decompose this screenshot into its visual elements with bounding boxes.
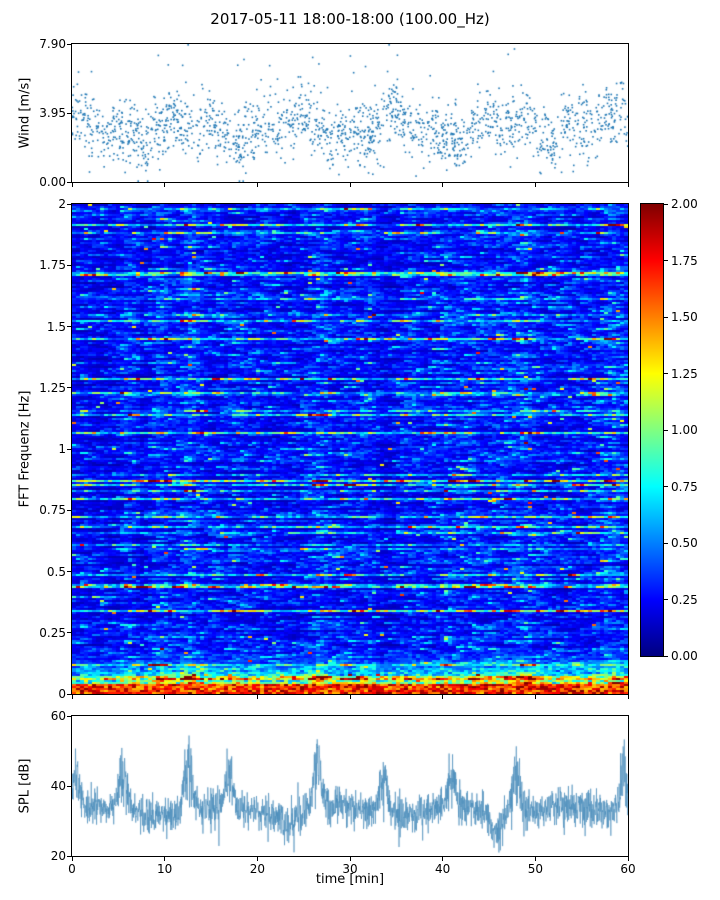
tick-mark [256, 695, 258, 699]
tick-mark [67, 326, 71, 327]
tick-mark [67, 181, 71, 183]
y-tick-label: 1.75 [39, 258, 66, 273]
colorbar-tick-label: 2.00 [671, 197, 698, 211]
x-tick-label: 10 [157, 862, 173, 876]
tick-mark [534, 857, 536, 861]
y-tick-label: 7.90 [39, 37, 66, 51]
colorbar-tick-label: 0.25 [671, 592, 698, 607]
colorbar-tick-label: 1.75 [671, 253, 698, 268]
wind-scatter-plot [71, 43, 629, 183]
y-tick-label: 0.75 [39, 503, 66, 518]
tick-mark [442, 857, 444, 861]
tick-mark [664, 655, 668, 657]
y-tick-label: 0 [58, 687, 66, 701]
figure-title: 2017-05-11 18:00-18:00 (100.00_Hz) [210, 10, 490, 28]
fft-spectrogram-heatmap [71, 203, 629, 695]
tick-mark [349, 857, 351, 861]
colorbar-tick-label: 1.50 [671, 310, 698, 324]
y-tick-label: 0.00 [39, 175, 66, 189]
tick-mark [67, 693, 71, 695]
y-tick-label: 0.5 [46, 564, 66, 579]
colorbar-tick-label: 1.25 [671, 366, 698, 381]
y-tick-label: 40 [50, 779, 66, 793]
tick-mark [349, 183, 351, 187]
tick-mark [67, 509, 71, 511]
tick-mark [256, 857, 258, 861]
y-tick-label: 1.5 [46, 319, 66, 334]
colorbar-tick-label: 1.00 [671, 423, 698, 437]
tick-mark [627, 695, 629, 699]
tick-mark [164, 183, 166, 187]
tick-mark [71, 695, 73, 699]
tick-mark [442, 183, 444, 187]
tick-mark [164, 695, 166, 699]
colorbar-tick-label: 0.75 [671, 479, 698, 494]
tick-mark [664, 486, 668, 487]
tick-mark [627, 857, 629, 861]
tick-mark [664, 203, 668, 205]
tick-mark [664, 373, 668, 374]
tick-mark [67, 448, 71, 450]
tick-mark [67, 855, 71, 857]
tick-mark [442, 695, 444, 699]
y-tick-label: 1 [58, 442, 66, 456]
colorbar [640, 203, 664, 657]
y-tick-label: 20 [50, 849, 66, 863]
tick-mark [67, 387, 71, 389]
tick-mark [67, 715, 71, 717]
tick-mark [67, 571, 71, 572]
x-axis-label: time [min] [315, 872, 385, 887]
colorbar-tick-label: 0.50 [671, 536, 698, 550]
tick-mark [664, 316, 668, 318]
tick-mark [534, 183, 536, 187]
tick-mark [664, 542, 668, 544]
tick-mark [627, 183, 629, 187]
x-tick-label: 50 [527, 862, 543, 876]
tick-mark [67, 203, 71, 205]
tick-mark [67, 785, 71, 787]
x-tick-label: 20 [249, 862, 265, 876]
tick-mark [664, 260, 668, 261]
tick-mark [664, 429, 668, 431]
tick-mark [256, 183, 258, 187]
y-tick-label: 3.95 [39, 106, 66, 120]
tick-mark [71, 857, 73, 861]
colorbar-tick-label: 0.00 [671, 649, 698, 663]
tick-mark [67, 112, 71, 114]
tick-mark [67, 264, 71, 266]
spl-line-plot [71, 715, 629, 857]
y-tick-label: 2 [58, 197, 66, 211]
tick-mark [67, 632, 71, 634]
tick-mark [164, 857, 166, 861]
tick-mark [349, 695, 351, 699]
y-tick-label: 1.25 [39, 380, 66, 395]
tick-mark [534, 695, 536, 699]
x-tick-label: 30 [342, 862, 358, 876]
x-tick-label: 40 [435, 862, 451, 876]
y-tick-label: 60 [50, 709, 66, 723]
tick-mark [71, 183, 73, 187]
tick-mark [664, 599, 668, 600]
x-tick-label: 60 [620, 862, 636, 876]
x-tick-label: 0 [68, 862, 76, 876]
y-tick-label: 0.25 [39, 625, 66, 640]
tick-mark [67, 43, 71, 45]
